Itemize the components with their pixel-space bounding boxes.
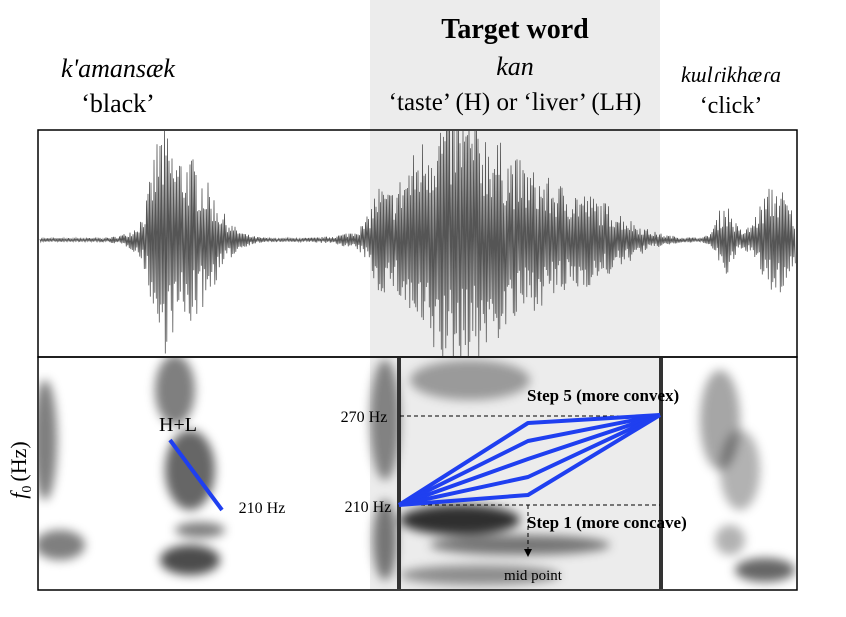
annotation: Step 1 (more concave) — [527, 513, 687, 532]
left-word: k'amansæk — [61, 54, 175, 83]
left-gloss: ‘black’ — [81, 89, 155, 118]
spectral-energy — [373, 500, 397, 580]
target-heading: Target word — [441, 14, 589, 45]
target-gloss: ‘taste’ (H) or ‘liver’ (LH) — [389, 89, 642, 116]
annotation: 270 Hz — [341, 409, 388, 426]
spectral-energy — [735, 558, 795, 582]
annotation: H+L — [159, 414, 197, 436]
spectral-energy — [39, 530, 85, 560]
spectral-energy — [370, 360, 400, 480]
step-contour — [398, 413, 661, 507]
step-contour — [398, 413, 661, 507]
spectral-energy — [175, 522, 225, 538]
target-word: kan — [496, 52, 534, 81]
spectral-energy — [400, 505, 520, 535]
spectral-energy — [715, 525, 745, 555]
spectrogram-frame — [37, 356, 798, 591]
right-word: kɯlɾikhæɾa — [681, 62, 781, 87]
unit: (Hz) — [6, 441, 31, 481]
spectral-energy — [160, 545, 220, 575]
annotation: 210 Hz — [239, 500, 286, 517]
symbol: f — [6, 490, 31, 499]
step-contour — [397, 413, 661, 507]
guides — [400, 415, 660, 557]
step-contours — [397, 413, 662, 507]
subscript: 0 — [20, 486, 35, 493]
spectrogram-blobs — [39, 358, 795, 585]
spectral-energy — [155, 358, 195, 425]
annotation: Step 5 (more convex) — [527, 386, 679, 405]
waveform-trace — [39, 131, 796, 356]
y-axis-label: f0 (Hz) — [6, 441, 35, 498]
step-contour — [398, 413, 661, 507]
annotation: 210 Hz — [345, 499, 392, 516]
right-gloss: ‘click’ — [700, 93, 763, 119]
annotation: mid point — [504, 568, 563, 584]
spectral-energy — [430, 535, 610, 555]
spectral-energy — [720, 430, 760, 510]
spectral-energy — [39, 380, 57, 500]
left-contour — [168, 438, 224, 512]
waveform — [39, 131, 796, 356]
spectrogram — [39, 358, 795, 585]
spectral-energy — [400, 565, 560, 585]
spectral-energy — [410, 360, 530, 400]
step-contour — [398, 413, 662, 507]
